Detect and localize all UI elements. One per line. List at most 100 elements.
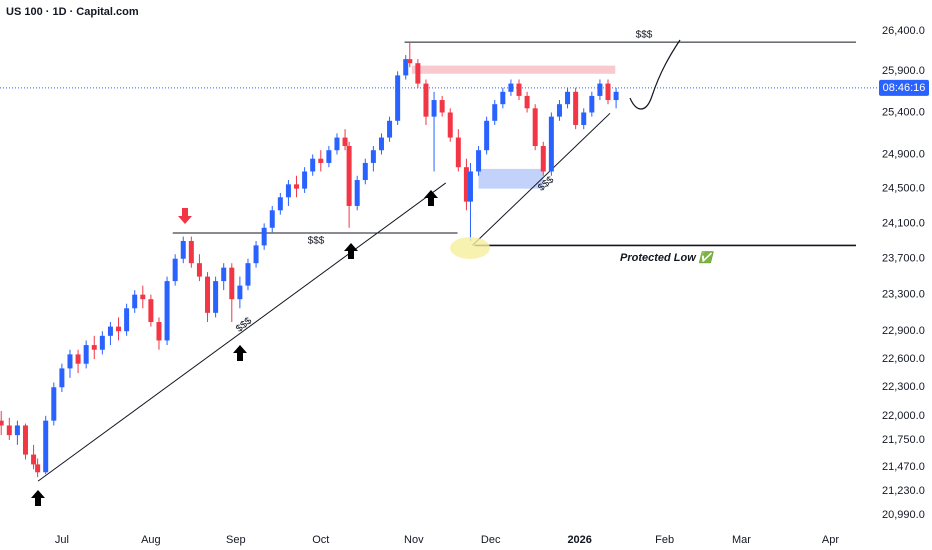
x-tick-label: 2026 [567, 534, 591, 546]
candle-body [83, 345, 89, 364]
candle-body [423, 83, 429, 117]
candle-body [294, 184, 300, 189]
zone [478, 168, 544, 189]
candle-body [269, 210, 275, 228]
y-tick-label: 20,990.0 [882, 509, 925, 521]
price-tag [879, 79, 929, 96]
y-tick-label: 24,500.0 [882, 183, 925, 195]
candle-body [370, 150, 376, 163]
y-tick-label: 22,900.0 [882, 325, 925, 337]
candle-body [467, 171, 473, 202]
candle-body [387, 120, 393, 138]
candle-body [213, 281, 219, 313]
projection-curve [629, 39, 681, 110]
y-tick-label: 23,700.0 [882, 253, 925, 265]
candle-body [14, 425, 20, 436]
annotation: $$$ [308, 236, 325, 247]
y-tick-label: 22,600.0 [882, 353, 925, 365]
candle-body [407, 59, 413, 64]
candle-body [500, 91, 506, 105]
candle-body [245, 263, 251, 286]
annotation: $$$ [636, 30, 653, 41]
trendline [37, 182, 447, 482]
candle-body [43, 420, 49, 473]
highlight-ellipse [450, 237, 490, 259]
candle-body [439, 100, 445, 113]
candle-body [180, 240, 186, 259]
candle-body [492, 104, 498, 121]
up-arrow [344, 243, 358, 259]
candle-body [326, 150, 332, 163]
candle-body [342, 137, 348, 146]
candle-body [124, 308, 130, 332]
y-tick-label: 21,470.0 [882, 461, 925, 473]
down-arrow [178, 208, 192, 224]
candle-body [148, 299, 154, 323]
candle-body [75, 354, 81, 364]
y-tick-label: 24,100.0 [882, 217, 925, 229]
x-tick-label: Jul [55, 534, 69, 546]
x-tick-label: Aug [141, 534, 161, 546]
y-tick-label: 23,300.0 [882, 289, 925, 301]
candle-body [0, 420, 4, 426]
x-tick-label: Oct [312, 534, 329, 546]
candle-body [205, 276, 211, 313]
candle-body [455, 137, 461, 168]
candle-body [310, 158, 316, 172]
candle-body [573, 91, 579, 125]
candle-body [116, 326, 122, 332]
candle-body [253, 245, 259, 264]
x-tick-label: Apr [822, 534, 839, 546]
candle-body [403, 59, 409, 76]
candle-body [261, 227, 267, 246]
candle-body [6, 425, 12, 436]
candle-body [91, 345, 97, 350]
candle-body [613, 91, 619, 101]
candle-body [22, 425, 28, 455]
candle-body [221, 267, 227, 282]
trendline [472, 112, 611, 246]
candle-body [447, 112, 453, 138]
candle-body [59, 368, 65, 388]
y-tick-label: 26,400.0 [882, 25, 925, 37]
candle-body [132, 294, 138, 309]
candle-body [395, 75, 401, 121]
candle-body [156, 322, 162, 341]
candle-body [346, 145, 352, 206]
candle-body [532, 108, 538, 146]
candle-body [164, 281, 170, 341]
candle-body [524, 95, 530, 109]
candle-body [35, 464, 41, 473]
overlays [0, 41, 878, 482]
candle-body [476, 150, 482, 172]
candle-body [415, 63, 421, 84]
candle-body [285, 184, 291, 198]
axes: 26,400.0 25,900.0 25,400.0 24,900.0 24,500.0… [55, 25, 929, 546]
candle-body [31, 454, 37, 465]
x-tick-label: Nov [404, 534, 424, 546]
y-tick-label: 24,900.0 [882, 148, 925, 160]
x-tick-label: Feb [655, 534, 674, 546]
up-arrow [233, 345, 247, 361]
candle-body [508, 83, 514, 92]
candle-body [334, 137, 340, 151]
candle-body [196, 263, 202, 277]
countdown-label: 08:46:16 [883, 82, 926, 94]
candle-body [107, 326, 113, 336]
candle-body [431, 100, 437, 117]
candle-body [140, 294, 146, 300]
chart-title: US 100 · 1D · Capital.com [6, 6, 139, 18]
candle-body [172, 258, 178, 282]
up-arrow [31, 490, 45, 506]
y-tick-label: 25,400.0 [882, 106, 925, 118]
candle-body [229, 267, 235, 300]
x-tick-label: Dec [481, 534, 501, 546]
candle-body [362, 162, 368, 181]
arrows [31, 190, 438, 506]
candle-body [548, 116, 554, 172]
candle-body [318, 158, 324, 163]
protected-low-label: Protected Low ✅ [620, 251, 715, 264]
candle-body [188, 240, 194, 264]
